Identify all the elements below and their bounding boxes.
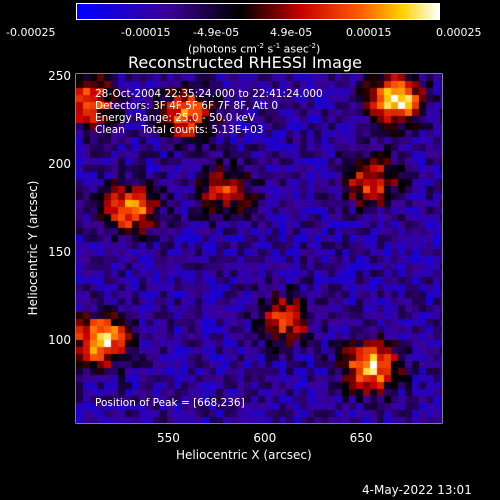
unit-exp: -2	[308, 42, 316, 50]
colorbar	[76, 3, 440, 20]
annotation-energy: Energy Range: 25.0 - 50.0 keV	[95, 112, 256, 124]
x-tick-label: 650	[350, 431, 373, 445]
unit-end: asec	[280, 42, 309, 56]
chart-title: Reconstructed RHESSI Image	[128, 53, 362, 72]
footer-date: 4-May-2022 13:01	[362, 483, 472, 497]
annotation-detectors: Detectors: 3F 4F 5F 6F 7F 8F, Att 0	[95, 100, 279, 112]
y-tick-label: 250	[48, 69, 71, 83]
annotation-clean: Clean Total counts: 5.13E+03	[95, 124, 264, 136]
y-tick-label: 200	[48, 157, 71, 171]
unit-exp: -2	[256, 42, 264, 50]
unit-mid: s	[263, 42, 274, 56]
heatmap-image	[76, 74, 442, 423]
x-tick-label: 550	[157, 431, 180, 445]
unit-close: )	[315, 42, 321, 56]
colorbar-tick-label: -0.00015	[121, 26, 171, 39]
annotation-time: 28-Oct-2004 22:35:24.000 to 22:41:24.000	[95, 88, 323, 100]
colorbar-unit-label: (photons cm-2 s-1 asec-2)	[188, 40, 320, 56]
colorbar-tick-label: 0.00025	[436, 26, 482, 39]
colorbar-tick-label: -0.00025	[6, 26, 56, 39]
y-axis-label: Heliocentric Y (arcsec)	[26, 180, 40, 316]
colorbar-tick-label: -4.9e-05	[193, 26, 240, 39]
colorbar-tick-label: 4.9e-05	[270, 26, 313, 39]
unit-main: (photons cm	[188, 42, 257, 56]
annotation-peak: Position of Peak = [668,236]	[95, 397, 245, 409]
colorbar-tick-label: 0.00015	[346, 26, 392, 39]
x-axis-label: Heliocentric X (arcsec)	[176, 448, 312, 462]
x-tick-label: 600	[253, 431, 276, 445]
y-tick-label: 150	[48, 245, 71, 259]
unit-exp: -1	[273, 42, 281, 50]
y-tick-label: 100	[48, 333, 71, 347]
